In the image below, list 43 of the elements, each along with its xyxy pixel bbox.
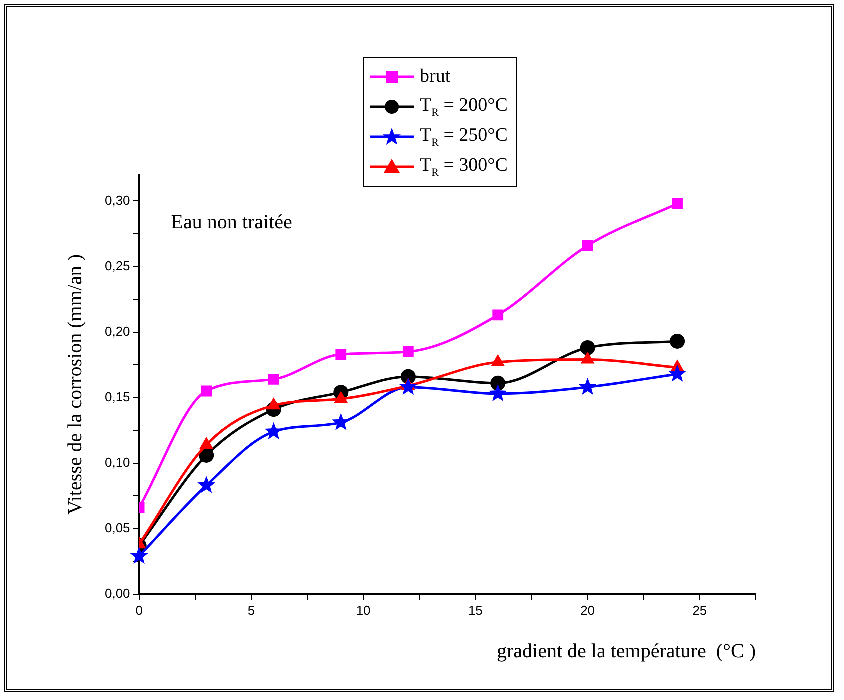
point: [492, 354, 505, 366]
point: [199, 448, 214, 463]
point: [581, 352, 594, 364]
y-tick-label: 0,05: [104, 520, 130, 536]
legend-label: brut: [420, 66, 451, 88]
annotation: Eau non traitée: [171, 211, 292, 234]
y-tick-label: 0,20: [104, 324, 130, 339]
point: [582, 240, 594, 252]
point: [267, 398, 280, 410]
point: [580, 340, 596, 356]
point: [578, 378, 597, 396]
point: [489, 384, 508, 402]
point: [198, 476, 216, 494]
point: [668, 364, 687, 382]
point: [672, 198, 683, 210]
legend-label: T$_{R}$ = 250°C: [420, 125, 508, 149]
point: [490, 376, 506, 391]
point: [336, 349, 347, 360]
y-tick-label: 0,30: [104, 192, 130, 208]
y-axis-title: Vitesse de la corrosion (mm/an ): [64, 254, 86, 515]
point: [399, 378, 418, 396]
x-axis-title: gradient de la température (°C ): [497, 640, 756, 662]
legend-label: T$_{R}$ = 200°C: [420, 95, 508, 119]
point: [670, 334, 686, 349]
point: [201, 386, 212, 397]
point: [264, 422, 283, 440]
point: [334, 392, 348, 404]
point: [402, 346, 414, 358]
point: [200, 437, 214, 449]
x-tick-label: 25: [692, 602, 708, 618]
legend-label: T$_{R}$ = 300°C: [420, 155, 508, 179]
x-tick-label: 0: [136, 602, 143, 618]
y-tick-label: 0,25: [104, 258, 130, 274]
y-tick-label: 0,10: [104, 454, 130, 470]
y-tick-label: 0,00: [104, 586, 130, 601]
x-tick-label: 5: [248, 602, 256, 618]
point: [130, 546, 148, 564]
x-tick-label: 20: [580, 602, 596, 618]
point: [268, 374, 280, 385]
y-tick-label: 0,15: [104, 389, 130, 404]
point: [492, 310, 504, 321]
x-tick-label: 15: [468, 602, 483, 618]
x-tick-label: 10: [356, 602, 371, 618]
